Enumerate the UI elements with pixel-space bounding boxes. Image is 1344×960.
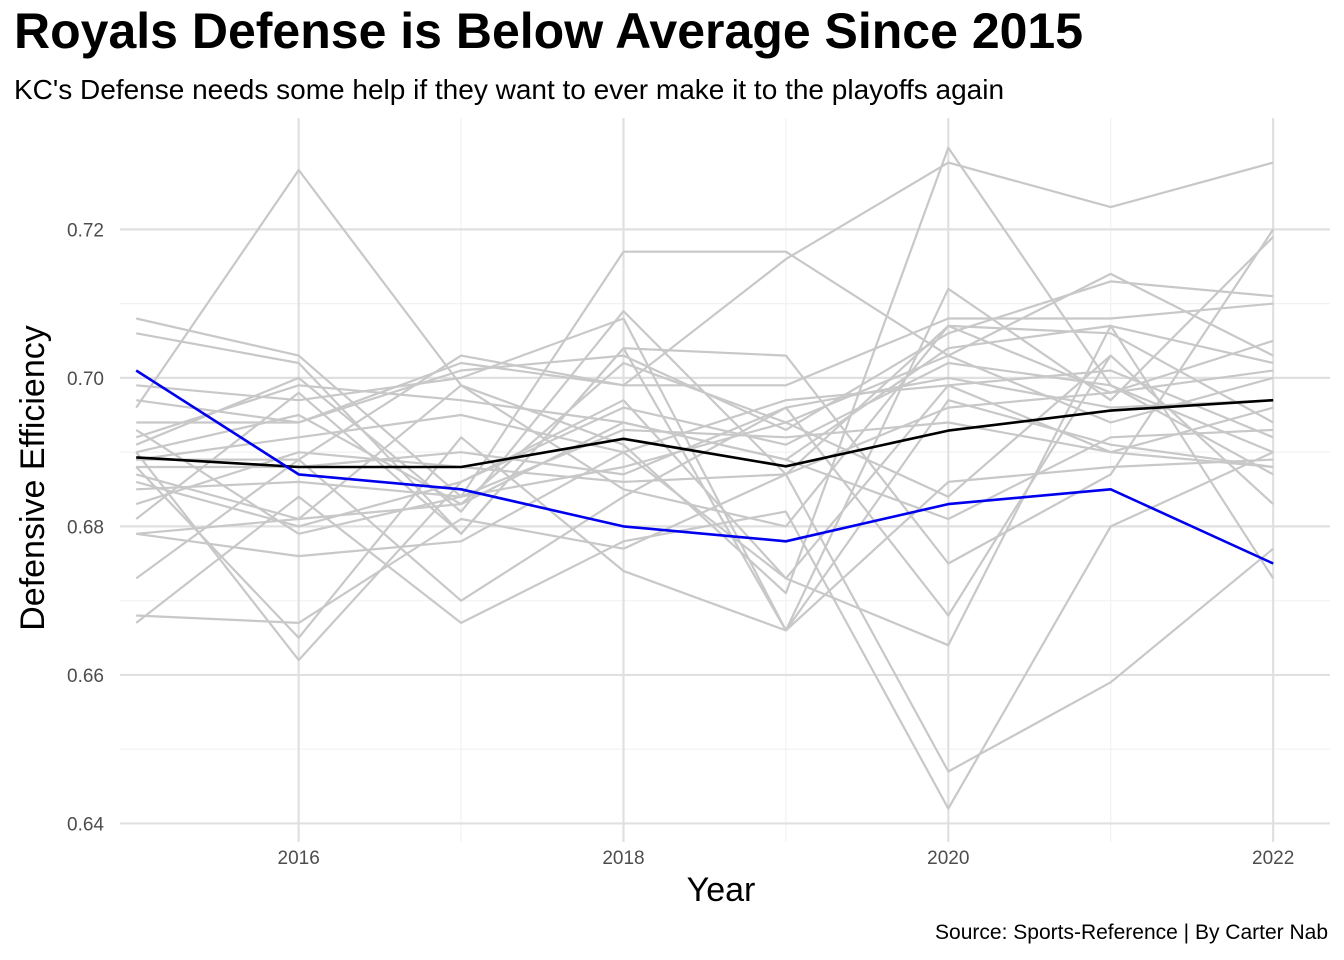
x-tick-label: 2016 [278,848,320,869]
y-tick-label: 0.70 [67,369,104,390]
x-axis-title: Year [687,871,756,909]
other-teams-series [135,146,1275,810]
team-series-line [135,384,1274,662]
team-series-line [135,354,1112,535]
league-average-series-line [136,398,1274,469]
y-axis-title: Defensive Efficiency [14,325,52,631]
x-tick-label: 2020 [927,848,969,869]
y-tick-label: 0.68 [67,517,104,538]
chart-subtitle: KC's Defense needs some help if they wan… [14,74,1005,105]
x-tick-label: 2018 [602,848,644,869]
y-tick-label: 0.64 [67,814,104,835]
team-series-line [135,146,1274,595]
team-series-line [136,421,1274,498]
team-series-line [135,369,1274,506]
y-tick-label: 0.72 [67,220,104,241]
chart-title: Royals Defense is Below Average Since 20… [14,3,1084,59]
team-series-line [135,324,1274,528]
team-series-line [136,161,1274,461]
grid-lines [120,118,1330,842]
team-series-line [135,250,1274,498]
team-series-line [135,399,1274,639]
source-caption: Source: Sports-Reference | By Carter Nab [935,921,1328,944]
x-tick-label: 2022 [1252,848,1294,869]
y-tick-label: 0.66 [67,666,104,687]
axis-ticks: 0.64 0.66 0.68 0.70 0.72 2016 2018 2020 2022 [67,220,1294,869]
team-series-line [136,228,1275,565]
team-series-line [136,302,1274,424]
team-series-line [135,451,1274,810]
kansas-city-series-line [135,369,1274,565]
highlight-series [135,369,1274,565]
team-series-line [135,354,1274,506]
